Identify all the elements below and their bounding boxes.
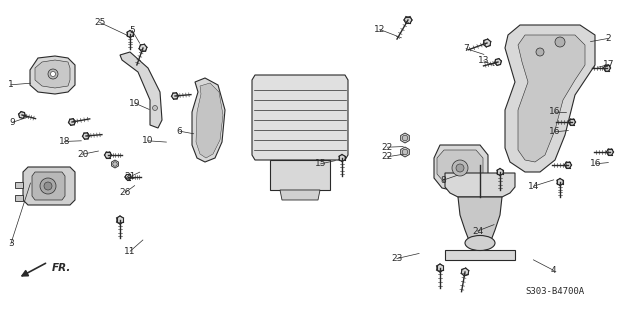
Text: 7: 7 <box>463 44 469 53</box>
Text: 24: 24 <box>472 227 483 236</box>
Polygon shape <box>83 133 90 139</box>
Text: 13: 13 <box>478 56 490 65</box>
Text: 11: 11 <box>124 247 136 256</box>
Text: FR.: FR. <box>52 263 71 273</box>
Polygon shape <box>497 169 503 175</box>
Text: 4: 4 <box>551 266 556 275</box>
Circle shape <box>152 106 157 110</box>
Polygon shape <box>151 103 159 113</box>
Polygon shape <box>18 112 25 118</box>
Polygon shape <box>125 174 131 180</box>
Polygon shape <box>35 60 70 88</box>
Polygon shape <box>117 216 123 224</box>
Polygon shape <box>445 250 515 260</box>
Polygon shape <box>445 173 515 197</box>
Text: 2: 2 <box>606 34 611 43</box>
Polygon shape <box>436 264 443 272</box>
Text: 8: 8 <box>440 176 446 185</box>
Circle shape <box>456 164 464 172</box>
Polygon shape <box>127 30 133 37</box>
Polygon shape <box>120 52 162 128</box>
Polygon shape <box>505 25 595 172</box>
Text: 6: 6 <box>177 127 183 136</box>
Polygon shape <box>139 44 147 52</box>
Polygon shape <box>280 190 320 200</box>
Text: 19: 19 <box>129 99 140 108</box>
Circle shape <box>402 149 408 155</box>
Text: 16: 16 <box>590 159 601 168</box>
Polygon shape <box>565 162 572 168</box>
Polygon shape <box>15 182 23 188</box>
Ellipse shape <box>465 236 495 251</box>
Circle shape <box>402 135 408 141</box>
Text: S303-B4700A: S303-B4700A <box>525 287 585 297</box>
Text: 5: 5 <box>129 26 135 35</box>
Text: 15: 15 <box>315 159 326 168</box>
Polygon shape <box>568 119 575 125</box>
Text: 12: 12 <box>374 25 385 34</box>
Polygon shape <box>606 149 613 155</box>
Text: 22: 22 <box>382 152 393 161</box>
Text: 22: 22 <box>382 143 393 152</box>
Circle shape <box>452 160 468 176</box>
Text: 25: 25 <box>94 18 105 27</box>
Polygon shape <box>105 152 112 158</box>
Text: 1: 1 <box>8 80 14 89</box>
Polygon shape <box>30 56 75 94</box>
Polygon shape <box>401 147 410 157</box>
Polygon shape <box>401 133 410 143</box>
Circle shape <box>536 48 544 56</box>
Polygon shape <box>557 179 563 186</box>
Text: 18: 18 <box>59 137 70 146</box>
Polygon shape <box>196 83 223 158</box>
Circle shape <box>555 37 565 47</box>
Polygon shape <box>495 59 502 65</box>
Polygon shape <box>270 160 330 190</box>
Text: 10: 10 <box>142 136 154 145</box>
Text: 16: 16 <box>549 127 560 136</box>
Polygon shape <box>461 268 469 276</box>
Text: 20: 20 <box>77 150 88 159</box>
Circle shape <box>51 71 55 76</box>
Text: 21: 21 <box>124 172 136 181</box>
Polygon shape <box>434 145 488 192</box>
Text: 3: 3 <box>8 239 14 248</box>
Circle shape <box>48 69 58 79</box>
Polygon shape <box>483 39 491 47</box>
Polygon shape <box>458 197 502 243</box>
Circle shape <box>40 178 56 194</box>
Polygon shape <box>171 93 178 99</box>
Polygon shape <box>518 35 585 162</box>
Text: 16: 16 <box>549 108 560 116</box>
Polygon shape <box>32 172 65 200</box>
Polygon shape <box>404 17 412 23</box>
Circle shape <box>113 162 117 166</box>
Text: 23: 23 <box>391 254 403 263</box>
Text: 14: 14 <box>528 182 539 191</box>
Polygon shape <box>252 75 348 160</box>
Circle shape <box>44 182 52 190</box>
Polygon shape <box>437 150 483 185</box>
Polygon shape <box>15 195 23 201</box>
Polygon shape <box>23 167 75 205</box>
Text: 26: 26 <box>119 188 131 197</box>
Polygon shape <box>339 155 345 162</box>
Polygon shape <box>192 78 225 162</box>
Text: 17: 17 <box>603 60 614 69</box>
Polygon shape <box>69 119 76 125</box>
Polygon shape <box>112 160 119 168</box>
Text: 9: 9 <box>10 118 16 127</box>
Polygon shape <box>603 65 610 71</box>
